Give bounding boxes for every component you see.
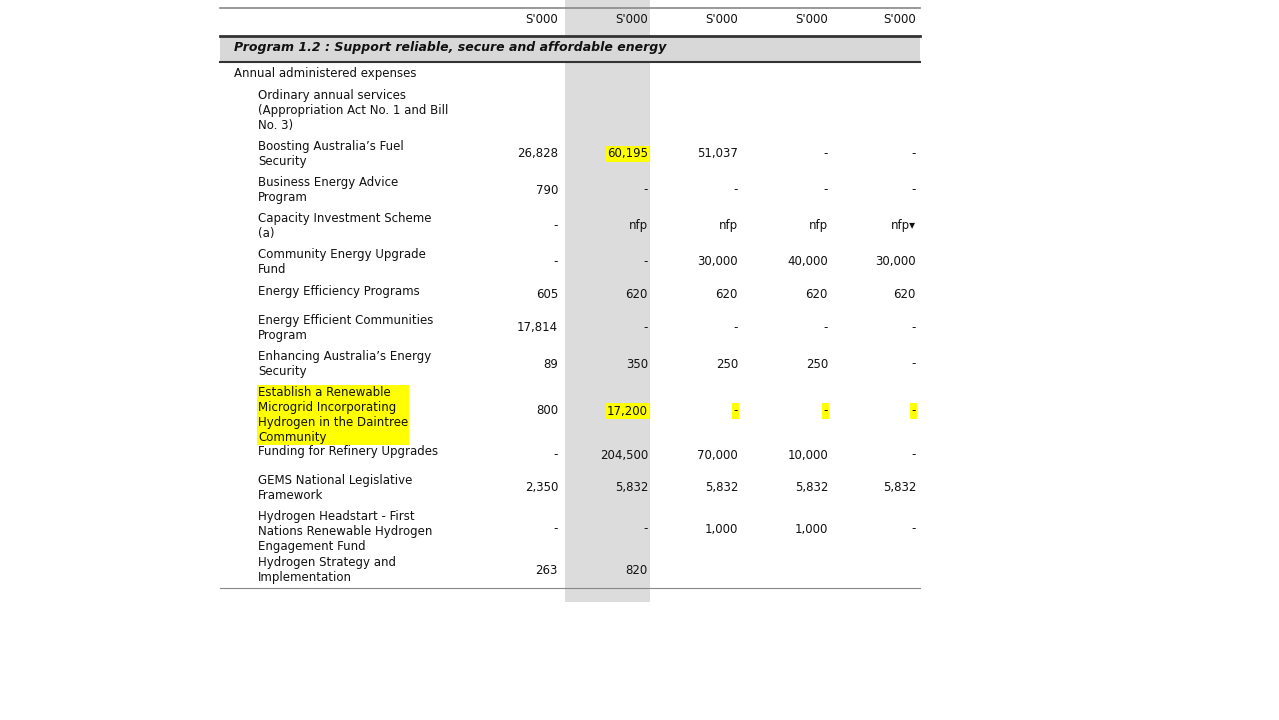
Text: S'000: S'000 (796, 13, 828, 26)
Text: -: - (912, 148, 916, 161)
Text: nfp▾: nfp▾ (891, 220, 916, 233)
Text: 5,832: 5,832 (883, 482, 916, 495)
Text: 800: 800 (536, 405, 558, 418)
Text: Enhancing Australia’s Energy
Security: Enhancing Australia’s Energy Security (258, 350, 431, 378)
Text: 605: 605 (536, 289, 558, 302)
Text: -: - (554, 220, 558, 233)
Text: 51,037: 51,037 (697, 148, 738, 161)
Text: nfp: nfp (719, 220, 738, 233)
Text: 17,200: 17,200 (608, 405, 648, 418)
Text: 2,350: 2,350 (524, 482, 558, 495)
Text: 40,000: 40,000 (788, 256, 828, 269)
Text: -: - (734, 184, 738, 197)
Text: -: - (912, 449, 916, 462)
Text: -: - (643, 256, 648, 269)
Text: -: - (824, 322, 828, 335)
Text: -: - (734, 322, 738, 335)
Text: -: - (912, 523, 916, 536)
Text: 350: 350 (625, 358, 648, 371)
Text: S'000: S'000 (705, 13, 738, 26)
Text: 70,000: 70,000 (697, 449, 738, 462)
Text: nfp: nfp (629, 220, 648, 233)
Text: Energy Efficiency Programs: Energy Efficiency Programs (258, 285, 420, 298)
Text: 26,828: 26,828 (517, 148, 558, 161)
Text: 17,814: 17,814 (517, 322, 558, 335)
Text: Annual administered expenses: Annual administered expenses (234, 67, 417, 80)
Text: Capacity Investment Scheme
(a): Capacity Investment Scheme (a) (258, 212, 431, 240)
Text: -: - (824, 148, 828, 161)
Text: -: - (912, 322, 916, 335)
Text: 204,500: 204,500 (600, 449, 648, 462)
Text: S'000: S'000 (526, 13, 558, 26)
Text: 620: 620 (716, 289, 738, 302)
Text: 620: 620 (625, 289, 648, 302)
Text: Hydrogen Strategy and
Implementation: Hydrogen Strategy and Implementation (258, 556, 396, 584)
Text: Energy Efficient Communities
Program: Energy Efficient Communities Program (258, 314, 434, 342)
Text: GEMS National Legislative
Framework: GEMS National Legislative Framework (258, 474, 412, 502)
Text: -: - (734, 405, 738, 418)
Text: S'000: S'000 (884, 13, 916, 26)
Text: Community Energy Upgrade
Fund: Community Energy Upgrade Fund (258, 248, 426, 276)
Text: 620: 620 (806, 289, 828, 302)
Bar (220, 36, 920, 62)
Text: -: - (824, 405, 828, 418)
Text: 263: 263 (536, 564, 558, 577)
Text: -: - (643, 184, 648, 197)
Text: Ordinary annual services
(Appropriation Act No. 1 and Bill
No. 3): Ordinary annual services (Appropriation … (258, 89, 449, 132)
Text: 790: 790 (536, 184, 558, 197)
Text: Business Energy Advice
Program: Business Energy Advice Program (258, 176, 398, 204)
Text: 1,000: 1,000 (794, 523, 828, 536)
Text: 820: 820 (625, 564, 648, 577)
Text: -: - (643, 322, 648, 335)
Text: 89: 89 (544, 358, 558, 371)
Text: Establish a Renewable
Microgrid Incorporating
Hydrogen in the Daintree
Community: Establish a Renewable Microgrid Incorpor… (258, 386, 408, 444)
Text: 60,195: 60,195 (608, 148, 648, 161)
Text: 5,832: 5,832 (794, 482, 828, 495)
Text: 1,000: 1,000 (705, 523, 738, 536)
Text: Funding for Refinery Upgrades: Funding for Refinery Upgrades (258, 445, 439, 458)
Text: 5,832: 5,832 (705, 482, 738, 495)
Text: Program 1.2 : Support reliable, secure and affordable energy: Program 1.2 : Support reliable, secure a… (234, 41, 666, 54)
Text: Boosting Australia’s Fuel
Security: Boosting Australia’s Fuel Security (258, 140, 404, 168)
Text: Hydrogen Headstart - First
Nations Renewable Hydrogen
Engagement Fund: Hydrogen Headstart - First Nations Renew… (258, 510, 432, 553)
Text: -: - (912, 405, 916, 418)
Text: 620: 620 (894, 289, 916, 302)
Bar (565, 0, 650, 602)
Text: 30,000: 30,000 (697, 256, 738, 269)
Text: 250: 250 (806, 358, 828, 371)
Text: 30,000: 30,000 (875, 256, 916, 269)
Text: -: - (912, 184, 916, 197)
Text: S'000: S'000 (615, 13, 648, 26)
Text: -: - (643, 523, 648, 536)
Text: 5,832: 5,832 (615, 482, 648, 495)
Text: -: - (554, 256, 558, 269)
Text: -: - (554, 523, 558, 536)
Text: 10,000: 10,000 (788, 449, 828, 462)
Text: nfp: nfp (808, 220, 828, 233)
Text: -: - (554, 449, 558, 462)
Text: -: - (824, 184, 828, 197)
Text: 250: 250 (716, 358, 738, 371)
Text: -: - (912, 358, 916, 371)
